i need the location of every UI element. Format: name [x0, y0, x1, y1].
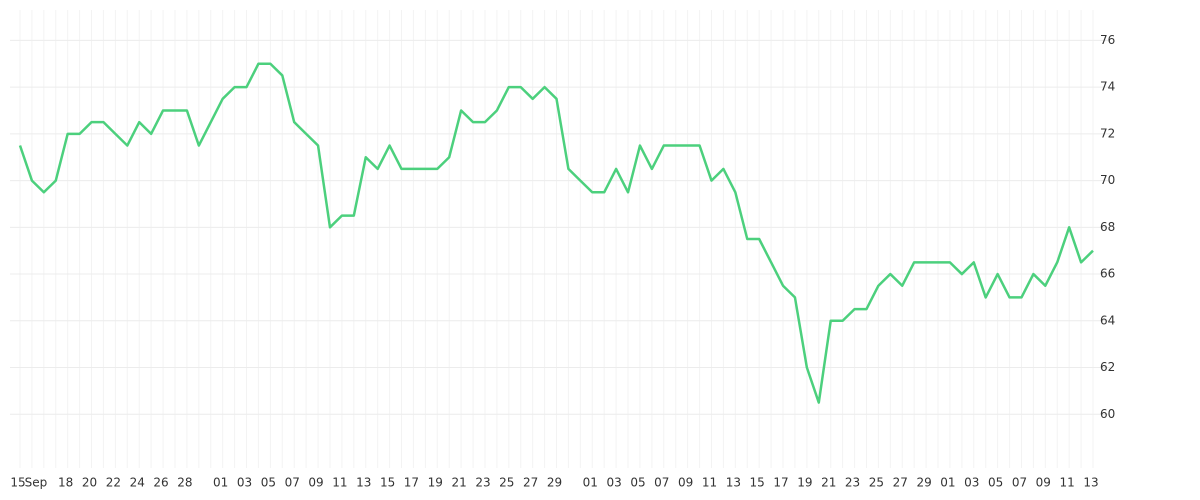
x-tick-label: 03 — [964, 476, 979, 490]
x-tick-label: 25 — [869, 476, 884, 490]
y-tick-label: 64 — [1100, 313, 1115, 327]
y-tick-label: 72 — [1100, 126, 1115, 140]
y-tick-label: 76 — [1100, 33, 1115, 47]
x-tick-label: 28 — [177, 476, 192, 490]
x-tick-label: 27 — [893, 476, 908, 490]
x-tick-label: 05 — [988, 476, 1003, 490]
x-tick-label: 24 — [130, 476, 145, 490]
x-tick-label: 13 — [726, 476, 741, 490]
x-tick-label: 15 — [380, 476, 395, 490]
x-tick-label: Sep — [25, 476, 48, 490]
x-tick-label: 01 — [583, 476, 598, 490]
x-tick-label: 03 — [237, 476, 252, 490]
x-tick-label: 27 — [523, 476, 538, 490]
y-tick-label: 60 — [1100, 407, 1115, 421]
x-tick-label: 09 — [308, 476, 323, 490]
y-tick-label: 74 — [1100, 80, 1115, 94]
x-tick-label: 07 — [1012, 476, 1027, 490]
x-tick-label: 17 — [404, 476, 419, 490]
x-tick-label: 05 — [630, 476, 645, 490]
x-tick-label: 29 — [916, 476, 931, 490]
x-tick-label: 11 — [702, 476, 717, 490]
x-tick-label: 13 — [356, 476, 371, 490]
x-tick-label: 19 — [797, 476, 812, 490]
x-tick-label: 26 — [153, 476, 168, 490]
x-tick-label: 25 — [499, 476, 514, 490]
y-tick-label: 70 — [1100, 173, 1115, 187]
x-tick-label: 07 — [654, 476, 669, 490]
y-tick-label: 62 — [1100, 360, 1115, 374]
x-tick-label: 22 — [106, 476, 121, 490]
x-tick-label: 23 — [475, 476, 490, 490]
x-tick-label: 21 — [821, 476, 836, 490]
x-tick-label: 18 — [58, 476, 73, 490]
x-tick-label: 15 — [10, 476, 25, 490]
x-tick-label: 20 — [82, 476, 97, 490]
y-tick-label: 66 — [1100, 267, 1115, 281]
x-tick-label: 13 — [1083, 476, 1098, 490]
x-tick-label: 05 — [261, 476, 276, 490]
x-tick-label: 11 — [332, 476, 347, 490]
y-tick-label: 68 — [1100, 220, 1115, 234]
x-tick-label: 01 — [940, 476, 955, 490]
x-tick-label: 21 — [451, 476, 466, 490]
x-tick-label: 11 — [1060, 476, 1075, 490]
x-tick-label: 29 — [547, 476, 562, 490]
x-tick-label: 09 — [1036, 476, 1051, 490]
x-tick-label: 23 — [845, 476, 860, 490]
x-tick-label: 15 — [750, 476, 765, 490]
x-tick-label: 17 — [773, 476, 788, 490]
x-tick-label: 01 — [213, 476, 228, 490]
x-tick-label: 19 — [428, 476, 443, 490]
data-line — [18, 62, 1094, 404]
x-tick-label: 03 — [606, 476, 621, 490]
x-tick-label: 07 — [285, 476, 300, 490]
x-tick-label: 09 — [678, 476, 693, 490]
